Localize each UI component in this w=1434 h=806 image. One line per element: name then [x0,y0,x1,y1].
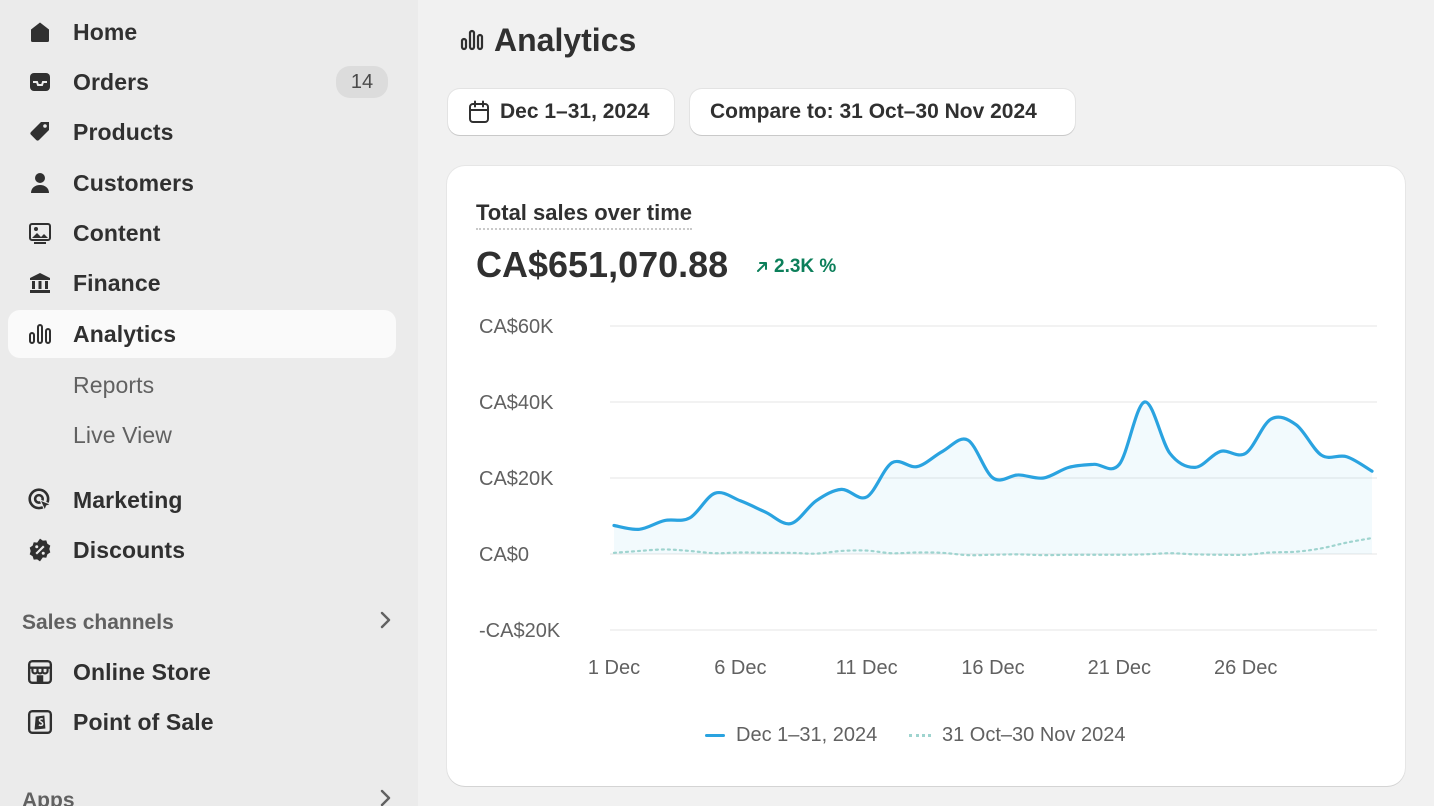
y-tick-label: -CA$20K [479,620,561,642]
comparison-series-line [612,536,1374,557]
sales-line-chart[interactable]: CA$60K CA$40K CA$20K CA$0 -CA$20K 1 Dec 6 Dec 1… [447,166,1405,786]
image-icon [26,219,54,247]
discount-icon [26,536,54,564]
sales-channels-label: Sales channels [22,611,174,634]
nav-marketing[interactable]: Marketing [8,476,396,524]
nav-point-of-sale[interactable]: Point of Sale [8,698,396,746]
date-range-button[interactable]: Dec 1–31, 2024 [448,89,674,135]
calendar-icon [468,100,490,124]
primary-series-area [614,401,1372,554]
chevron-right-icon [378,610,392,635]
nav-products-label: Products [73,118,174,145]
nav-analytics-label: Analytics [73,320,177,347]
tag-icon [26,118,54,146]
x-tick-label: 26 Dec [1214,657,1277,679]
nav-reports-label: Reports [73,371,155,398]
y-tick-label: CA$60K [479,316,554,338]
target-icon [26,486,54,514]
card-title[interactable]: Total sales over time [476,200,693,230]
analytics-icon [26,320,54,348]
nav-products[interactable]: Products [8,108,396,156]
x-tick-label: 21 Dec [1088,657,1151,679]
nav-customers[interactable]: Customers [8,159,396,207]
legend-primary[interactable]: Dec 1–31, 2024 [705,722,877,748]
total-sales-card: Total sales over time CA$651,070.88 2.3K… [447,166,1405,786]
nav-live-view-label: Live View [73,421,172,448]
compare-button[interactable]: Compare to: 31 Oct–30 Nov 2024 [690,89,1075,135]
apps-header[interactable]: Apps [22,786,392,806]
analytics-icon [460,27,486,53]
chevron-right-icon [378,788,392,806]
x-tick-label: 11 Dec [836,657,898,679]
x-tick-label: 1 Dec [588,657,640,679]
trend-value: 2.3K % [774,256,837,277]
main-content: Analytics Dec 1–31, 2024 Compare to: 31 … [418,0,1434,806]
nav-online-store[interactable]: Online Store [8,648,396,696]
trend-indicator: 2.3K % [756,256,836,278]
nav-orders[interactable]: Orders 14 [8,58,396,106]
total-sales-value: CA$651,070.88 [476,244,729,285]
page-title: Analytics [460,20,636,60]
inbox-icon [26,68,54,96]
nav-content[interactable]: Content [8,209,396,257]
legend-primary-label: Dec 1–31, 2024 [736,723,878,746]
nav-reports[interactable]: Reports [8,361,396,409]
legend-dotted-line-icon [909,733,931,737]
y-tick-label: CA$20K [479,468,554,490]
nav-online-store-label: Online Store [73,658,211,685]
x-tick-label: 16 Dec [961,657,1024,679]
nav-orders-label: Orders [73,68,150,95]
primary-series-line [612,400,1374,531]
y-tick-label: CA$0 [479,544,529,566]
legend-comparison-label: 31 Oct–30 Nov 2024 [942,723,1126,746]
apps-label: Apps [22,789,75,806]
nav-home[interactable]: Home [8,8,396,56]
nav-home-label: Home [73,18,138,45]
orders-count-badge: 14 [336,66,388,98]
nav-customers-label: Customers [73,169,195,196]
nav-point-of-sale-label: Point of Sale [73,708,214,735]
x-tick-label: 6 Dec [714,657,766,679]
nav-marketing-label: Marketing [73,486,183,513]
person-icon [26,169,54,197]
bank-icon [26,269,54,297]
nav-analytics[interactable]: Analytics [8,310,396,358]
shopify-bag-icon [26,708,54,736]
legend-solid-line-icon [705,733,725,737]
sidebar: Home Orders 14 Products Customers Conten… [0,0,418,806]
arrow-up-right-icon [756,261,768,273]
nav-discounts[interactable]: Discounts [8,526,396,574]
y-tick-label: CA$40K [479,392,554,414]
nav-live-view[interactable]: Live View [8,411,396,459]
sales-channels-header[interactable]: Sales channels [22,608,392,638]
store-icon [26,658,54,686]
date-range-label: Dec 1–31, 2024 [500,100,650,123]
nav-content-label: Content [73,219,161,246]
page-title-text: Analytics [494,21,637,58]
compare-label: Compare to: 31 Oct–30 Nov 2024 [710,100,1037,123]
nav-finance-label: Finance [73,269,161,296]
nav-finance[interactable]: Finance [8,259,396,307]
home-icon [26,18,54,46]
legend-comparison[interactable]: 31 Oct–30 Nov 2024 [909,722,1125,748]
nav-discounts-label: Discounts [73,536,186,563]
